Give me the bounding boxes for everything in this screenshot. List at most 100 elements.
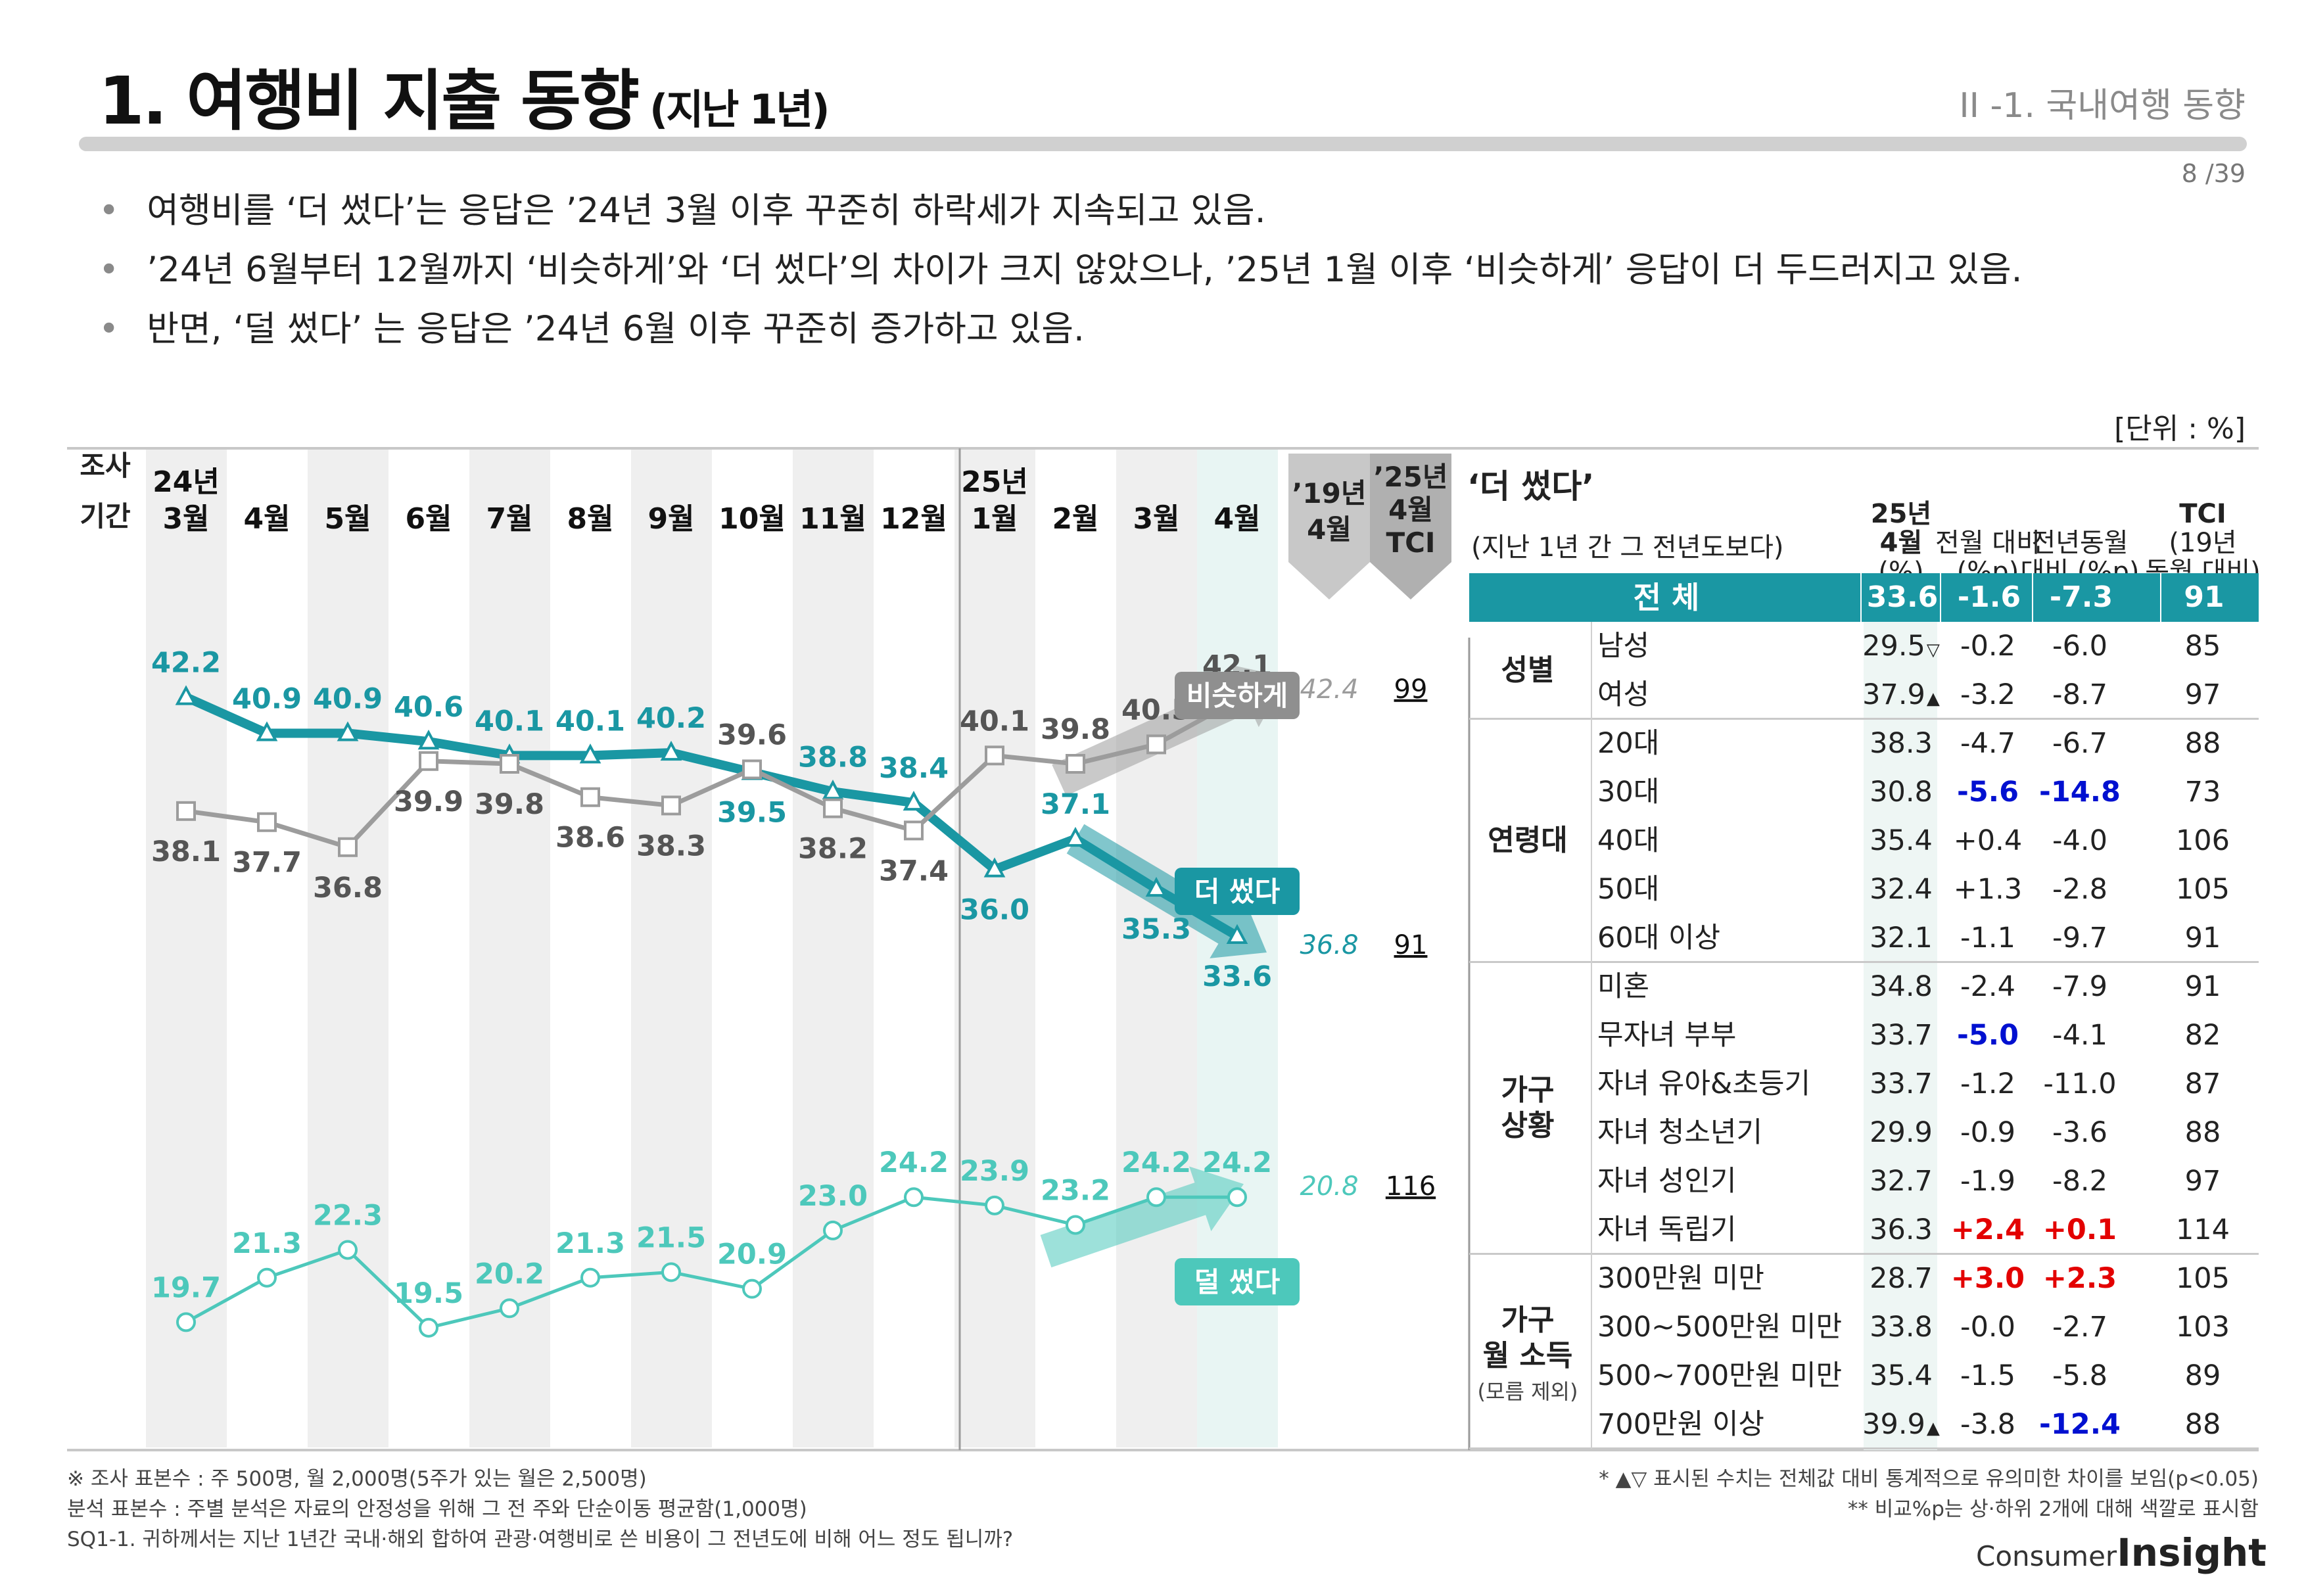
cell-value: -2.4 [1960,970,2015,1003]
data-label: 40.1 [475,705,544,738]
row-label: 50대 [1597,873,1660,906]
data-point [417,729,440,750]
column-header: TCI [2179,499,2226,529]
cell-value: -8.7 [2052,678,2107,711]
x-tick-label: 4월 [1213,502,1260,536]
data-label: 21.3 [232,1227,302,1260]
table-row: 30대 30.8 -5.6 -14.8 73 [1469,768,2259,816]
data-label: 37.7 [232,847,302,880]
table-row: 60대 이상 32.1 -1.1 -9.7 91 [1469,914,2259,962]
data-point [579,743,601,764]
x-tick-label: 2월 [1052,502,1098,536]
page-subtitle: (지난 1년) [649,85,830,133]
trend-arrow-less [1040,1166,1244,1268]
data-point [419,1317,438,1338]
column-band [631,448,712,1447]
cell-value: 29.9 [1870,1116,1933,1149]
cell-value: 88 [2184,727,2221,760]
data-label: 40.2 [636,702,706,735]
cell-value: 88 [2184,1116,2221,1149]
data-point [1066,754,1085,774]
table-row: 자녀 유아&초등기 33.7 -1.2 -11.0 87 [1469,1060,2259,1108]
data-point [1146,1187,1166,1208]
x-tick-label: 1월 [971,502,1018,536]
data-point [1227,1187,1247,1208]
row-label: 300~500만원 미만 [1597,1311,1843,1344]
significance-mark: ▲ [1926,689,1940,709]
cell-value: -11.0 [2043,1068,2117,1100]
cell-value: 105 [2175,1262,2230,1295]
tci-column-label: 4월 [1388,494,1433,526]
ref-2019-value: 20.8 [1300,1171,1358,1202]
data-point [1064,826,1087,847]
group-label-line: 성별 [1501,653,1555,687]
data-point [1145,876,1167,897]
group-label-note: (모름 제외) [1477,1379,1578,1404]
group-divider [1469,718,2259,720]
data-point [742,1279,762,1299]
data-label: 22.3 [313,1200,383,1232]
data-label: 23.9 [960,1155,1029,1188]
row-label: 300만원 미만 [1597,1262,1764,1295]
data-label: 40.1 [555,705,625,738]
data-label: 20.9 [717,1238,787,1271]
cell-value: -0.2 [1960,630,2015,663]
cell-value: 28.7 [1870,1262,1933,1295]
row-label: 30대 [1597,776,1660,809]
tci-value: 116 [1386,1171,1436,1202]
page-number: 8 /39 [2181,159,2246,188]
cell-value: 91 [2184,970,2221,1003]
group-label: 연령대 [1469,823,1586,858]
series-line-more [181,692,1242,941]
cell-value: 32.7 [1870,1165,1933,1198]
series-line-similar [183,697,1240,850]
data-point [1066,1215,1085,1235]
ref-2019-value: 36.8 [1300,930,1358,960]
x-tick-label: 7월 [486,502,532,536]
column-band [469,448,550,1447]
row-label: 자녀 독립기 [1597,1213,1737,1246]
data-label: 38.1 [151,835,221,868]
cell-value: 87 [2184,1068,2221,1100]
data-point [822,780,844,800]
x-tick-label: 5월 [324,502,371,536]
cell-value: 114 [2175,1213,2230,1246]
column-header: 전월 대비 [1935,528,2040,558]
group-label-line: 가구 [1501,1073,1555,1107]
table-row: 500~700만원 미만 35.4 -1.5 -5.8 89 [1469,1351,2259,1400]
cell-value: -1.9 [1960,1165,2015,1198]
row-label: 무자녀 부부 [1597,1019,1737,1052]
cell-value: +0.4 [1953,824,2023,857]
data-point [419,751,438,771]
data-label: 20.2 [475,1257,544,1290]
x-tick-label: 4월 [243,502,290,536]
table-row: 여성 37.9▲ -3.2 -8.7 97 [1469,670,2259,719]
x-tick-label: 6월 [405,502,452,536]
cell-value: -0.0 [1960,1311,2015,1344]
cell-value: 82 [2184,1019,2221,1052]
table-row: 자녀 독립기 36.3 +2.4 +0.1 114 [1469,1206,2259,1254]
data-point [823,798,843,818]
significance-mark: ▲ [1926,1419,1940,1438]
column-header: 25년 [1870,499,1932,529]
cell-value: 97 [2184,678,2221,711]
cell-value: 34.8 [1870,970,1933,1003]
cell-value: 91 [2184,922,2221,954]
cell-value: 88 [2184,1408,2221,1441]
data-point [904,1187,924,1208]
table-row: 남성 29.5▽ -0.2 -6.0 85 [1469,622,2259,670]
company-logo: ConsumerInsight [1976,1530,2267,1575]
cell-value: 30.8 [1870,776,1933,809]
data-point [257,812,277,832]
group-label: 가구 월 소득 (모름 제외) [1469,1303,1586,1409]
data-point [175,685,197,705]
cell-value: 89 [2184,1359,2221,1392]
column-header: 4월 [1879,528,1923,558]
footnote: * ▲▽ 표시된 수치는 전체값 대비 통계적으로 유의미한 차이를 보임(p<… [1599,1467,2259,1491]
data-label: 21.5 [636,1221,706,1254]
data-point [580,787,600,807]
legend-badge-more-label: 더 썼다 [1194,876,1281,908]
data-label: 39.9 [394,786,463,818]
tci-value: 91 [1394,930,1428,960]
data-label: 38.3 [636,830,706,862]
